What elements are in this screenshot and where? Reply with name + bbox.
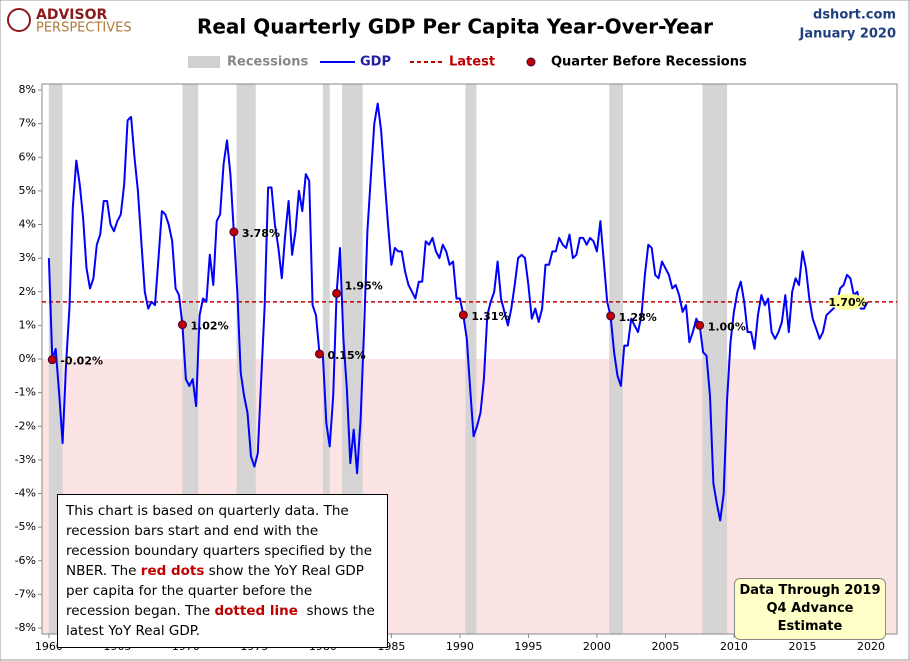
dot-label: -0.02% (60, 355, 103, 368)
dot-label: 0.15% (327, 349, 365, 362)
note-text: red dots (140, 563, 205, 579)
y-tick-label: -4% (15, 487, 36, 500)
recession-dot (606, 311, 616, 321)
data-through: Data Through 2019 (739, 583, 881, 598)
data-through: Q4 Advance Estimate (766, 601, 854, 634)
x-tick-label: 2020 (857, 640, 885, 653)
y-tick-label: -8% (15, 621, 36, 634)
x-tick-label: 2015 (788, 640, 816, 653)
y-tick-label: 0% (19, 352, 36, 365)
brand: ADVISOR (36, 7, 107, 23)
y-tick-label: 6% (19, 150, 36, 163)
recession-bar (609, 84, 623, 634)
dot-label: 1.31% (471, 310, 509, 323)
x-tick-label: 2010 (720, 640, 748, 653)
recession-dot (177, 320, 187, 330)
dot-label: 1.00% (708, 320, 746, 333)
y-tick-label: 7% (19, 117, 36, 130)
legend-label: Quarter Before Recessions (551, 55, 747, 70)
x-tick-label: 1990 (446, 640, 474, 653)
recession-dot (695, 320, 705, 330)
dot-label: 1.28% (619, 311, 657, 324)
note-box: This chart is based on quarterly data. T… (57, 494, 388, 648)
note-text: This chart is based on quarterly data. T… (66, 503, 381, 579)
y-tick-label: 1% (19, 318, 36, 331)
y-tick-label: 2% (19, 285, 36, 298)
legend-label: Latest (449, 55, 495, 70)
gdp-line (47, 102, 869, 522)
recession-dot (229, 227, 239, 237)
dot-label: 1.95% (345, 279, 383, 292)
dot-label: 3.78% (242, 227, 280, 240)
y-tick-label: -2% (15, 419, 36, 432)
recession-dot (458, 310, 468, 320)
data-through-box: Data Through 2019 Q4 Advance Estimate (734, 578, 886, 640)
x-tick-label: 1995 (514, 640, 542, 653)
recession-dot (47, 355, 57, 365)
x-tick-label: 2000 (583, 640, 611, 653)
note-text: dotted line (214, 603, 298, 619)
note-text: shows the latest YoY Real GDP. (66, 603, 380, 639)
y-tick-label: 4% (19, 218, 36, 231)
note-text: show the YoY Real GDP per capita for the… (66, 563, 369, 619)
recession-dot (332, 288, 342, 298)
y-tick-label: 3% (19, 251, 36, 264)
y-tick-label: -6% (15, 554, 36, 567)
x-tick-label: 2005 (651, 640, 679, 653)
legend-label: GDP (360, 55, 391, 70)
latest-label-bg (828, 293, 867, 310)
chart-title: Real Quarterly GDP Per Capita Year-Over-… (197, 15, 713, 39)
legend-swatch (188, 56, 220, 68)
y-tick-label: -5% (15, 520, 36, 533)
y-tick-label: 8% (19, 83, 36, 96)
y-tick-label: -7% (15, 587, 36, 600)
logo (7, 8, 31, 32)
legend-swatch (526, 57, 536, 67)
latest-label: 1.70% (828, 296, 866, 309)
y-tick-label: 5% (19, 184, 36, 197)
x-tick-label: 1960 (35, 640, 63, 653)
recession-bar (465, 84, 477, 634)
recession-dot (314, 349, 324, 359)
dot-label: 1.02% (190, 320, 228, 333)
source: dshort.com (813, 8, 896, 23)
y-tick-label: -3% (15, 453, 36, 466)
legend-label: Recessions (227, 55, 308, 70)
recession-bar (322, 84, 330, 634)
brand: PERSPECTIVES (36, 21, 132, 36)
date: January 2020 (799, 27, 896, 42)
y-tick-label: -1% (15, 386, 36, 399)
